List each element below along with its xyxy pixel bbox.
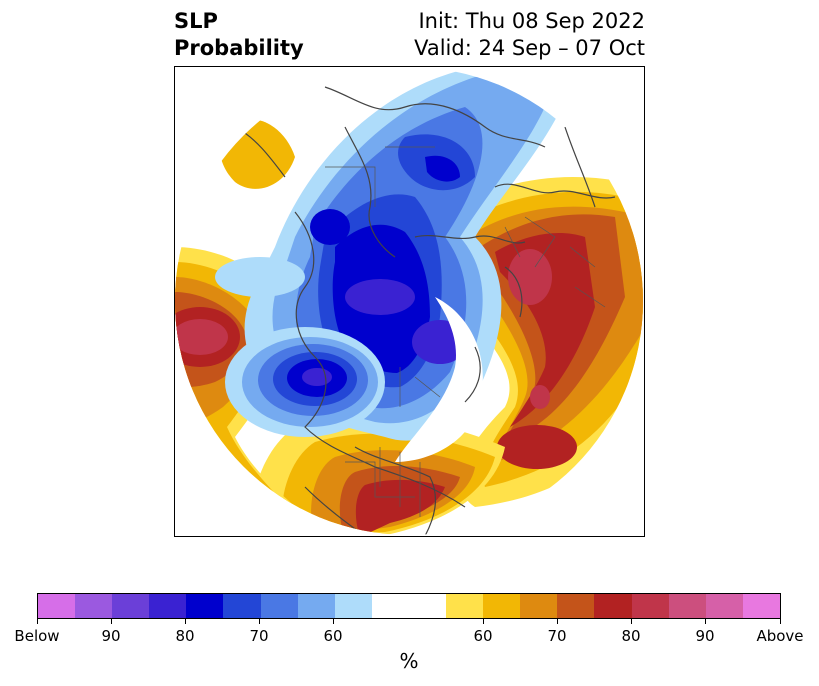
map-disk bbox=[175, 67, 643, 535]
colorbar-swatch bbox=[371, 594, 447, 618]
product-label: Probability bbox=[174, 36, 304, 60]
colorbar-tick-label: 80 bbox=[175, 627, 195, 645]
valid-period-label: Valid: 24 Sep – 07 Oct bbox=[414, 36, 645, 60]
init-date-label: Init: Thu 08 Sep 2022 bbox=[418, 9, 645, 33]
colorbar-swatch bbox=[557, 594, 595, 618]
colorbar-swatch bbox=[520, 594, 558, 618]
borders bbox=[325, 146, 606, 517]
colorbar-swatch bbox=[38, 594, 76, 618]
colorbar-tick bbox=[780, 619, 781, 624]
neutral-band bbox=[395, 297, 483, 462]
colorbar-swatch bbox=[483, 594, 521, 618]
colorbar-tick-label: 90 bbox=[101, 627, 121, 645]
colorbar-swatch bbox=[297, 594, 335, 618]
probability-map bbox=[174, 66, 645, 537]
colorbar-tick bbox=[259, 619, 260, 624]
colorbar-tick bbox=[37, 619, 38, 624]
colorbar-tick bbox=[705, 619, 706, 624]
colorbar-tick-label: 80 bbox=[621, 627, 641, 645]
colorbar-tick bbox=[111, 619, 112, 624]
colorbar-tick bbox=[333, 619, 334, 624]
colorbar-swatch bbox=[149, 594, 187, 618]
colorbar-swatch bbox=[705, 594, 743, 618]
colorbar-tick-label: 70 bbox=[249, 627, 269, 645]
colorbar-tick-label: 60 bbox=[323, 627, 343, 645]
colorbar-swatch bbox=[186, 594, 224, 618]
colorbar-tick-label: 90 bbox=[695, 627, 715, 645]
colorbar-tick bbox=[185, 619, 186, 624]
colorbar-swatch bbox=[75, 594, 113, 618]
colorbar-tick-label: 70 bbox=[547, 627, 567, 645]
map-title-right: Init: Thu 08 Sep 2022 Valid: 24 Sep – 07… bbox=[414, 8, 645, 62]
colorbar-swatch bbox=[446, 594, 484, 618]
colorbar-unit-label: % bbox=[399, 649, 419, 673]
colorbar-tick-label: Above bbox=[756, 627, 804, 645]
colorbar-swatch bbox=[334, 594, 372, 618]
colorbar-swatch bbox=[223, 594, 261, 618]
negative-anomaly-arctic bbox=[244, 67, 575, 441]
colorbar-swatch bbox=[668, 594, 706, 618]
colorbar-tick bbox=[483, 619, 484, 624]
colorbar bbox=[37, 593, 781, 619]
colorbar-swatch bbox=[112, 594, 150, 618]
colorbar-tick bbox=[631, 619, 632, 624]
map-title-left: SLP Probability bbox=[174, 8, 304, 62]
colorbar-tick-label: 60 bbox=[473, 627, 493, 645]
colorbar-tick bbox=[557, 619, 558, 624]
map-canvas bbox=[175, 67, 643, 535]
colorbar-tick-label: Below bbox=[14, 627, 60, 645]
colorbar-swatch bbox=[742, 594, 780, 618]
negative-anomaly-north-pacific bbox=[215, 257, 385, 437]
colorbar-swatch bbox=[631, 594, 669, 618]
variable-label: SLP bbox=[174, 9, 218, 33]
colorbar-swatch bbox=[260, 594, 298, 618]
colorbar-swatch bbox=[594, 594, 632, 618]
